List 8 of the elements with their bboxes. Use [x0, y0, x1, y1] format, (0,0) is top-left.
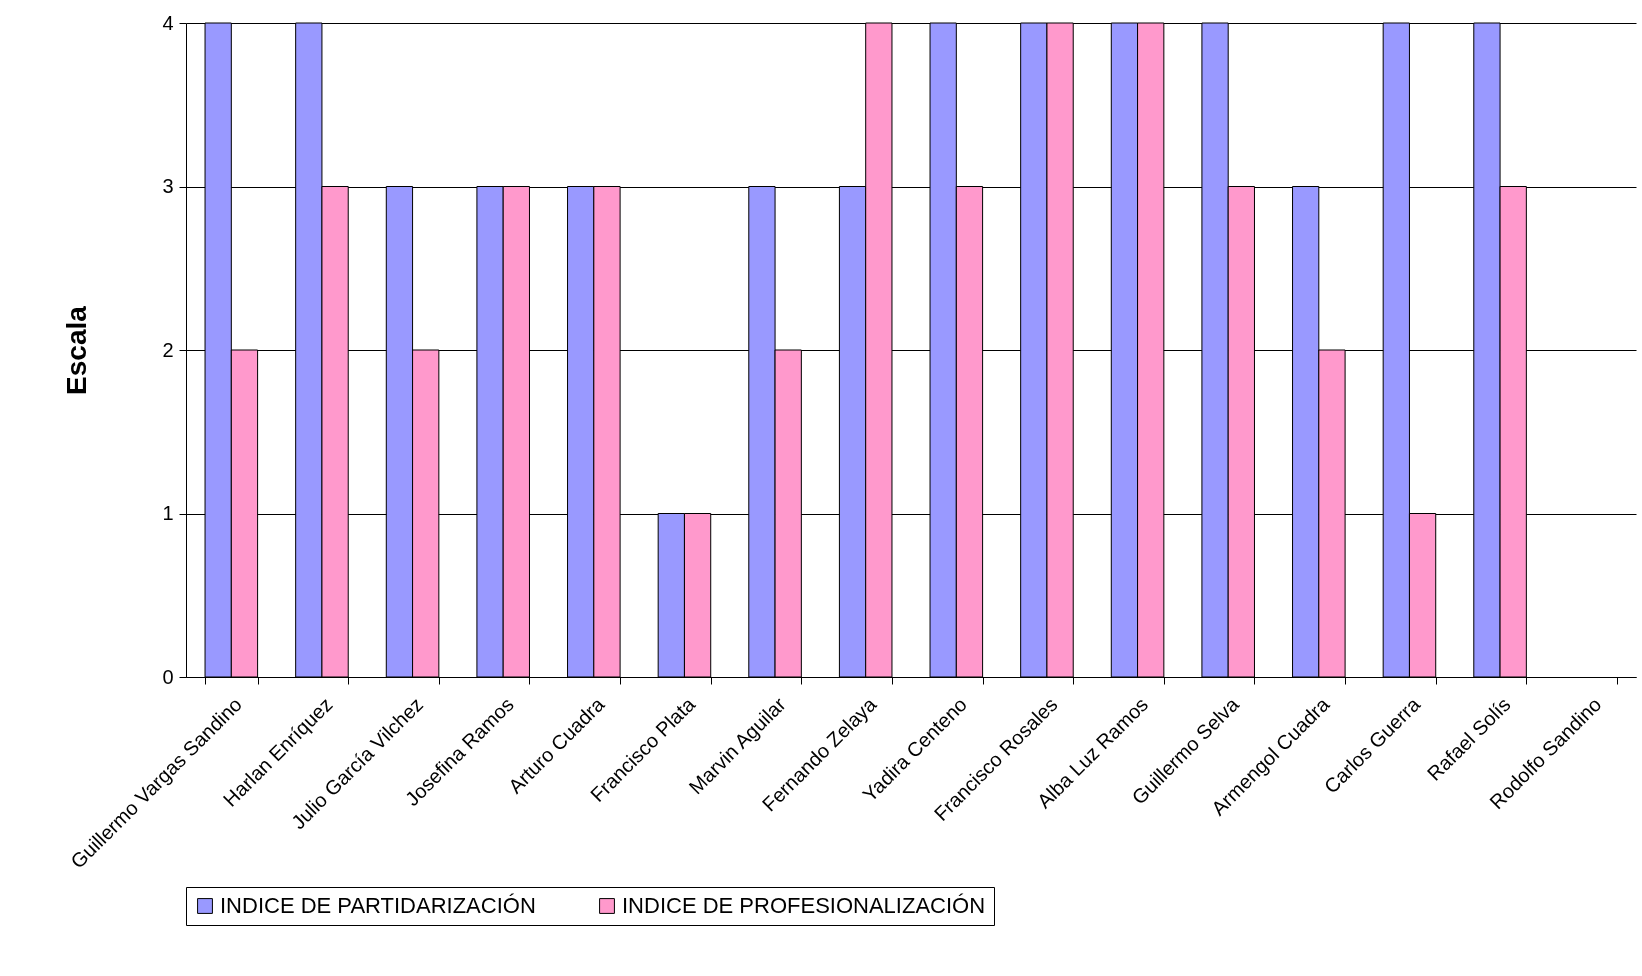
- legend-label: INDICE DE PARTIDARIZACIÓN: [220, 893, 536, 918]
- y-tick-label: 2: [162, 338, 174, 361]
- y-tick-label: 3: [162, 175, 174, 197]
- y-tick-label: 4: [162, 11, 174, 34]
- y-tick-label: 0: [162, 665, 174, 688]
- y-tick-label: 1: [162, 502, 174, 524]
- y-axis-title: Escala: [61, 305, 93, 395]
- legend-label: INDICE DE PROFESIONALIZACIÓN: [622, 893, 986, 918]
